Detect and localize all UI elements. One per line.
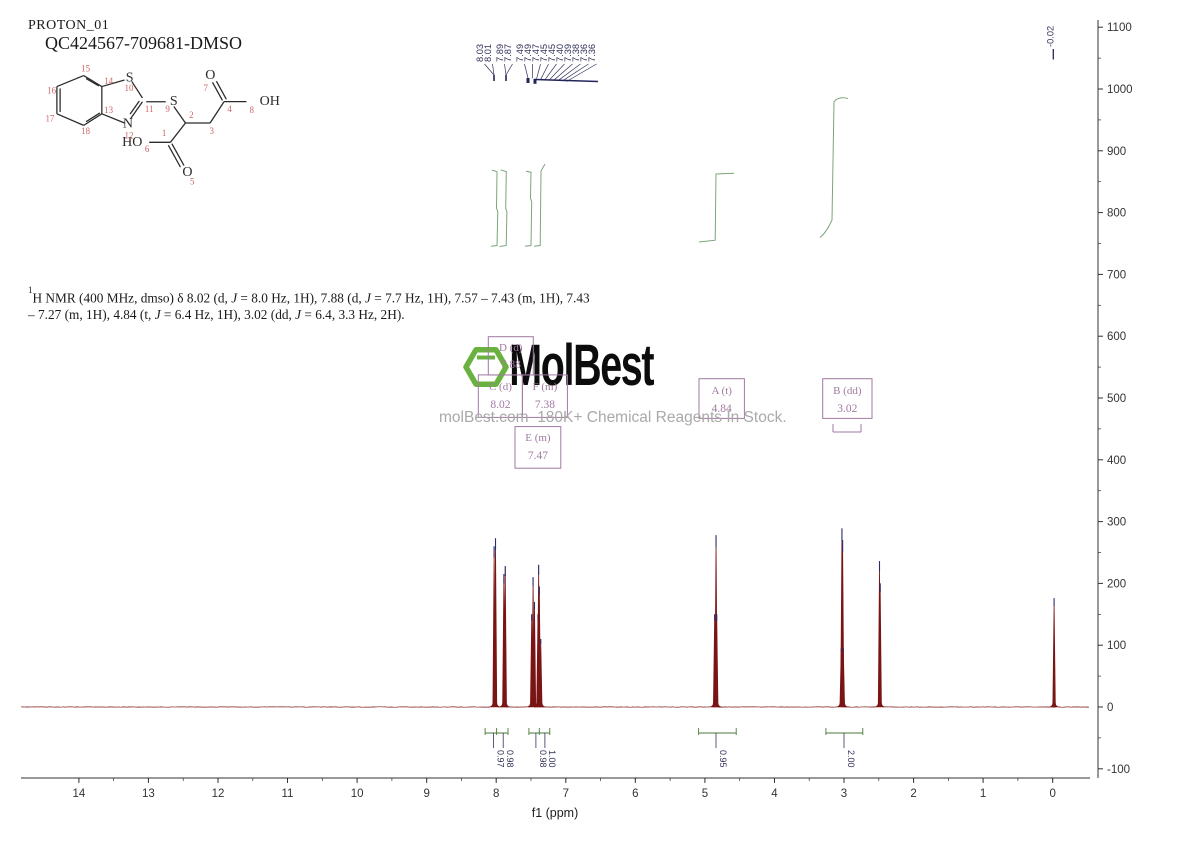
svg-text:11: 11 [282, 788, 294, 800]
svg-text:0.98: 0.98 [538, 750, 548, 768]
svg-text:500: 500 [1107, 393, 1126, 405]
svg-text:13: 13 [142, 788, 155, 800]
svg-text:100: 100 [1107, 640, 1126, 652]
svg-text:6: 6 [632, 788, 638, 800]
svg-text:3: 3 [841, 788, 847, 800]
svg-text:14: 14 [73, 788, 86, 800]
svg-text:600: 600 [1107, 331, 1126, 343]
svg-text:1100: 1100 [1107, 22, 1132, 34]
svg-text:f1 (ppm): f1 (ppm) [532, 806, 579, 820]
svg-text:400: 400 [1107, 455, 1126, 467]
svg-text:0.97: 0.97 [495, 750, 505, 768]
svg-text:1: 1 [980, 788, 986, 800]
svg-text:900: 900 [1107, 146, 1126, 158]
svg-text:300: 300 [1107, 517, 1126, 529]
svg-text:1.00: 1.00 [547, 750, 557, 768]
svg-text:0.98: 0.98 [505, 750, 515, 768]
svg-text:4: 4 [771, 788, 778, 800]
svg-text:5: 5 [702, 788, 708, 800]
svg-text:1000: 1000 [1107, 84, 1133, 96]
svg-text:12: 12 [212, 788, 225, 800]
svg-text:-100: -100 [1107, 764, 1130, 776]
svg-text:10: 10 [351, 788, 364, 800]
svg-text:2.00: 2.00 [846, 750, 856, 768]
svg-text:0.95: 0.95 [718, 750, 728, 768]
svg-text:700: 700 [1107, 269, 1126, 281]
svg-text:0: 0 [1107, 702, 1113, 714]
svg-text:200: 200 [1107, 578, 1126, 590]
svg-text:9: 9 [423, 788, 429, 800]
svg-text:8: 8 [493, 788, 499, 800]
svg-text:800: 800 [1107, 208, 1126, 220]
svg-text:0: 0 [1049, 788, 1055, 800]
svg-text:7: 7 [563, 788, 569, 800]
svg-text:2: 2 [910, 788, 916, 800]
